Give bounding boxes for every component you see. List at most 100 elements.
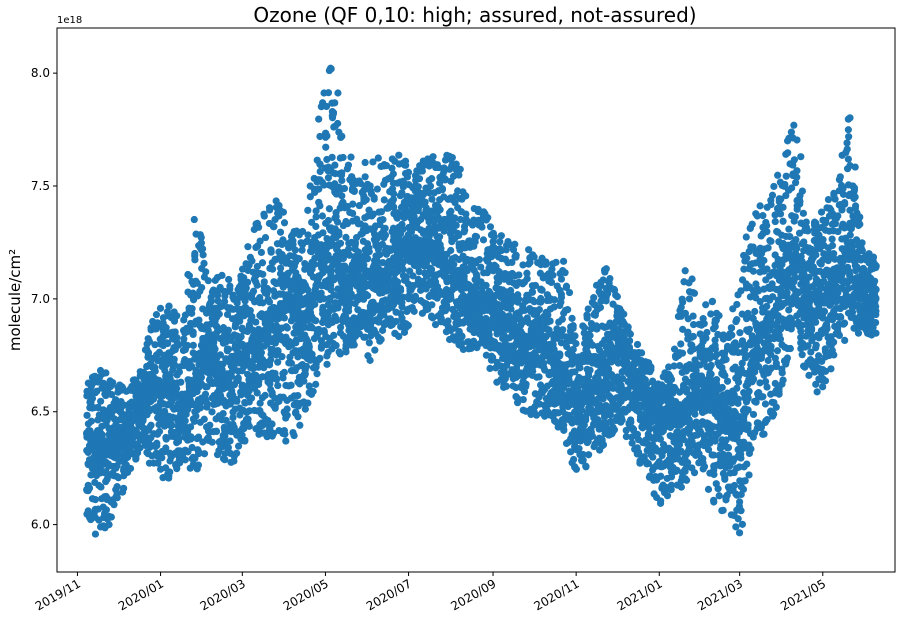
data-point xyxy=(291,246,299,254)
data-point xyxy=(274,347,282,355)
data-point xyxy=(305,343,313,351)
data-point xyxy=(312,213,320,221)
data-point xyxy=(91,496,99,504)
data-point xyxy=(190,215,198,224)
data-point xyxy=(315,115,323,123)
data-point xyxy=(85,484,94,492)
data-point xyxy=(283,405,291,413)
data-point xyxy=(152,407,160,415)
data-point xyxy=(552,258,560,266)
data-point xyxy=(398,189,406,197)
data-point xyxy=(279,208,288,216)
data-point xyxy=(203,383,211,391)
data-point xyxy=(304,399,312,407)
data-point xyxy=(350,341,358,349)
data-point xyxy=(537,298,545,306)
data-point xyxy=(244,243,252,251)
data-point xyxy=(219,360,227,368)
data-point xyxy=(274,381,282,390)
data-point xyxy=(369,158,377,166)
data-point xyxy=(280,427,288,435)
data-point xyxy=(256,399,264,407)
data-point xyxy=(248,257,256,265)
data-point xyxy=(183,341,192,350)
data-point xyxy=(316,160,324,168)
data-point xyxy=(199,251,207,259)
data-point xyxy=(144,348,153,357)
data-point xyxy=(365,244,373,252)
data-point xyxy=(396,285,405,293)
data-point xyxy=(162,444,170,452)
data-point xyxy=(204,277,212,285)
data-point xyxy=(546,317,554,325)
data-point xyxy=(107,513,115,521)
data-point xyxy=(363,255,372,263)
data-point xyxy=(158,454,166,462)
data-point xyxy=(186,423,195,431)
data-point xyxy=(338,169,346,177)
data-point xyxy=(319,229,327,237)
data-point xyxy=(585,451,593,459)
data-point xyxy=(309,387,317,396)
data-point xyxy=(260,212,268,220)
data-point xyxy=(237,333,245,341)
data-point xyxy=(330,331,338,339)
data-point xyxy=(458,333,466,341)
data-point xyxy=(196,404,205,412)
data-point xyxy=(246,307,254,315)
data-point xyxy=(394,278,402,286)
data-point xyxy=(110,415,119,423)
data-point xyxy=(618,416,626,424)
data-point xyxy=(173,312,181,320)
data-point xyxy=(370,195,378,203)
data-point xyxy=(270,223,278,231)
data-point xyxy=(97,397,105,405)
data-point xyxy=(113,490,121,498)
data-point xyxy=(304,206,312,214)
data-point xyxy=(249,287,258,295)
data-point xyxy=(350,186,358,195)
data-point xyxy=(180,335,188,343)
data-point xyxy=(549,271,557,279)
data-point xyxy=(610,426,619,434)
data-point xyxy=(410,307,418,315)
data-point xyxy=(356,179,365,188)
data-point xyxy=(438,186,446,194)
data-point xyxy=(571,332,579,340)
data-point xyxy=(257,349,266,357)
data-point xyxy=(392,317,400,326)
data-point xyxy=(280,368,288,376)
data-point xyxy=(221,456,229,464)
data-point xyxy=(379,216,387,224)
data-point xyxy=(324,89,333,97)
data-point xyxy=(229,413,237,422)
data-point xyxy=(224,444,232,452)
data-point xyxy=(342,233,350,241)
data-point xyxy=(447,246,455,255)
data-point xyxy=(324,174,333,182)
data-point xyxy=(126,464,135,473)
data-point xyxy=(312,317,320,325)
data-point xyxy=(102,506,110,514)
data-point xyxy=(389,195,398,204)
data-point xyxy=(282,437,290,445)
data-point xyxy=(371,346,379,354)
data-point xyxy=(502,382,511,390)
data-point xyxy=(264,330,272,338)
data-point xyxy=(556,351,564,360)
data-point xyxy=(336,350,344,358)
data-point xyxy=(366,182,374,190)
data-point xyxy=(335,228,343,236)
data-point xyxy=(586,331,594,340)
data-point xyxy=(561,269,569,277)
data-point xyxy=(452,221,460,229)
data-point xyxy=(173,384,181,392)
data-point xyxy=(627,418,635,426)
data-point xyxy=(206,421,214,429)
data-point xyxy=(328,153,336,161)
data-point xyxy=(559,257,568,265)
data-point xyxy=(562,282,571,290)
data-points xyxy=(83,64,880,538)
data-point xyxy=(606,274,614,283)
